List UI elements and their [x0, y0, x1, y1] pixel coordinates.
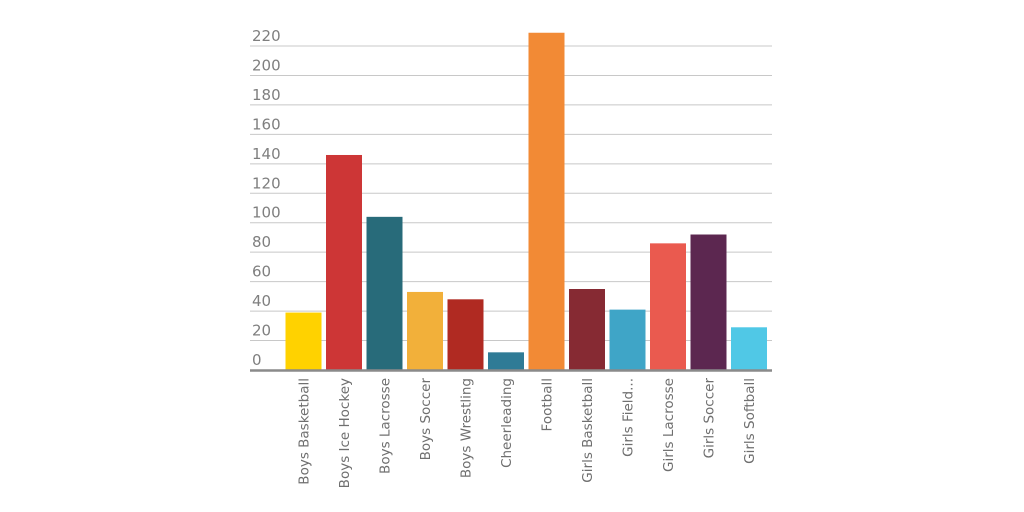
y-tick-label: 140 [252, 145, 281, 163]
bar [650, 243, 686, 370]
bar [731, 327, 767, 370]
x-tick-label: Football [540, 378, 556, 431]
x-tick-label: Girls Basketball [580, 378, 596, 483]
y-tick-label: 160 [252, 115, 281, 133]
y-tick-label: 20 [252, 322, 271, 340]
bar [407, 291, 443, 370]
y-tick-label: 120 [252, 174, 281, 192]
bar [366, 216, 403, 370]
bar [609, 309, 646, 370]
x-tick-label: Boys Lacrosse [378, 378, 394, 474]
x-tick-label: Boys Soccer [418, 378, 434, 461]
bar [569, 289, 605, 370]
x-tick-label: Boys Basketball [297, 378, 313, 485]
bar [690, 234, 727, 370]
bar [285, 312, 322, 370]
y-tick-label: 220 [252, 27, 281, 45]
x-tick-label: Boys Wrestling [459, 378, 475, 478]
x-tick-label: Girls Softball [742, 378, 758, 464]
y-tick-label: 200 [252, 56, 281, 74]
x-tick-label: Cheerleading [499, 378, 515, 468]
x-tick-label: Girls Lacrosse [661, 378, 677, 472]
y-tick-label: 40 [252, 292, 271, 310]
bar [326, 154, 362, 370]
y-tick-label: 60 [252, 263, 271, 281]
bar [488, 352, 524, 370]
x-tick-label: Girls Field... [621, 378, 637, 457]
x-tick-label: Girls Soccer [702, 378, 718, 459]
bar [528, 32, 565, 370]
x-tick-label: Boys Ice Hockey [337, 378, 353, 488]
y-tick-label: 180 [252, 86, 281, 104]
bar [447, 299, 484, 370]
y-tick-label: 80 [252, 233, 271, 251]
y-tick-label: 100 [252, 204, 281, 222]
y-tick-label: 0 [252, 351, 262, 369]
